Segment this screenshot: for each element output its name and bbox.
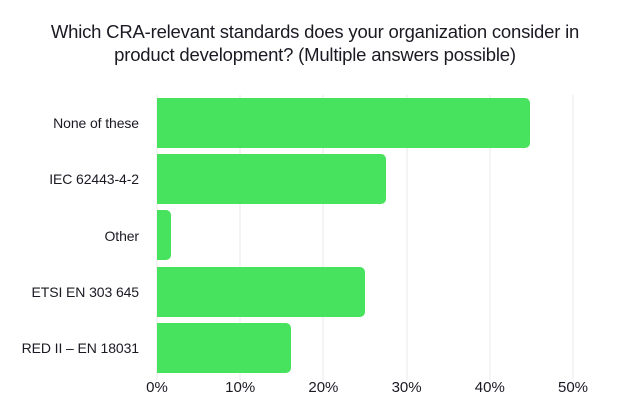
gridline	[322, 95, 324, 380]
bar-row	[157, 151, 573, 207]
x-tick-label: 20%	[308, 379, 339, 396]
x-tick-label: 30%	[391, 379, 422, 396]
bar-row	[157, 264, 573, 320]
chart-title-line-1: Which CRA-relevant standards does your o…	[50, 21, 580, 42]
category-label: ETSI EN 303 645	[31, 283, 140, 300]
x-tick-label: 0%	[146, 379, 168, 396]
gridline	[239, 95, 241, 380]
gridline	[489, 95, 491, 380]
x-tick-label: 40%	[474, 379, 505, 396]
bar	[157, 210, 172, 261]
plot-area	[156, 95, 574, 380]
category-labels: None of these IEC 62443-4-2 Other ETSI EN 3…	[0, 95, 148, 376]
bar-row	[157, 95, 573, 151]
category-label: None of these	[53, 115, 139, 132]
bar	[157, 98, 530, 149]
bar-row	[157, 207, 573, 263]
bar	[157, 322, 291, 373]
chart-title-line-2: product development? (Multiple answers p…	[114, 44, 516, 65]
category-label: RED II – EN 18031	[21, 339, 139, 356]
bar-row	[157, 320, 573, 376]
gridline	[406, 95, 408, 380]
chart-title: Which CRA-relevant standards does your o…	[0, 20, 630, 66]
bar	[157, 266, 365, 317]
x-tick-label: 50%	[557, 379, 589, 396]
category-label: IEC 62443-4-2	[49, 171, 139, 188]
category-label: Other	[104, 227, 139, 244]
x-tick-label: 10%	[225, 379, 256, 396]
bar	[157, 154, 386, 205]
x-axis: 0% 10% 20% 30% 40% 50%	[146, 379, 588, 399]
gridline	[572, 95, 574, 380]
